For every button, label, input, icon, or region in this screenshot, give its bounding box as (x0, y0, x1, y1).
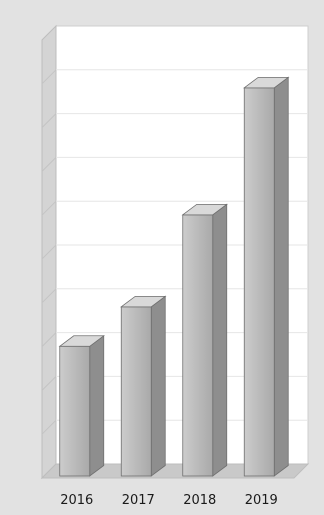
bar-front-face (59, 345, 91, 477)
bar-side-face (273, 76, 289, 477)
bar-top-face (120, 295, 167, 308)
bar (58, 334, 105, 477)
bar-side-face (212, 203, 228, 477)
bar-top-face (243, 76, 290, 89)
gridline-side (41, 69, 57, 85)
bar (120, 295, 167, 477)
gridline-side (41, 332, 57, 347)
bar-series (58, 76, 290, 477)
x-tick-label: 2016 (60, 493, 93, 508)
gridline-side (41, 244, 57, 260)
bar (243, 76, 290, 477)
x-axis-labels: 2016 2017 2018 2019 (60, 493, 278, 508)
x-tick-label: 2019 (245, 493, 278, 508)
bar-front-face (243, 87, 275, 477)
gridline-side (41, 419, 57, 435)
chart-floor (40, 463, 310, 479)
gridline-side (41, 113, 57, 128)
gridline-side (41, 376, 57, 391)
x-tick-label: 2017 (122, 493, 155, 508)
bar-top-face (181, 203, 228, 216)
gridline-side (41, 157, 57, 172)
bar-front-face (182, 214, 214, 477)
x-tick-label: 2018 (183, 493, 216, 508)
bar (181, 203, 228, 477)
bar-side-face (150, 295, 166, 477)
gridline-side (41, 288, 57, 304)
bar-front-face (120, 306, 152, 477)
bar-top-face (58, 335, 105, 347)
bar-side-face (89, 334, 105, 477)
gridline-side (41, 200, 57, 216)
